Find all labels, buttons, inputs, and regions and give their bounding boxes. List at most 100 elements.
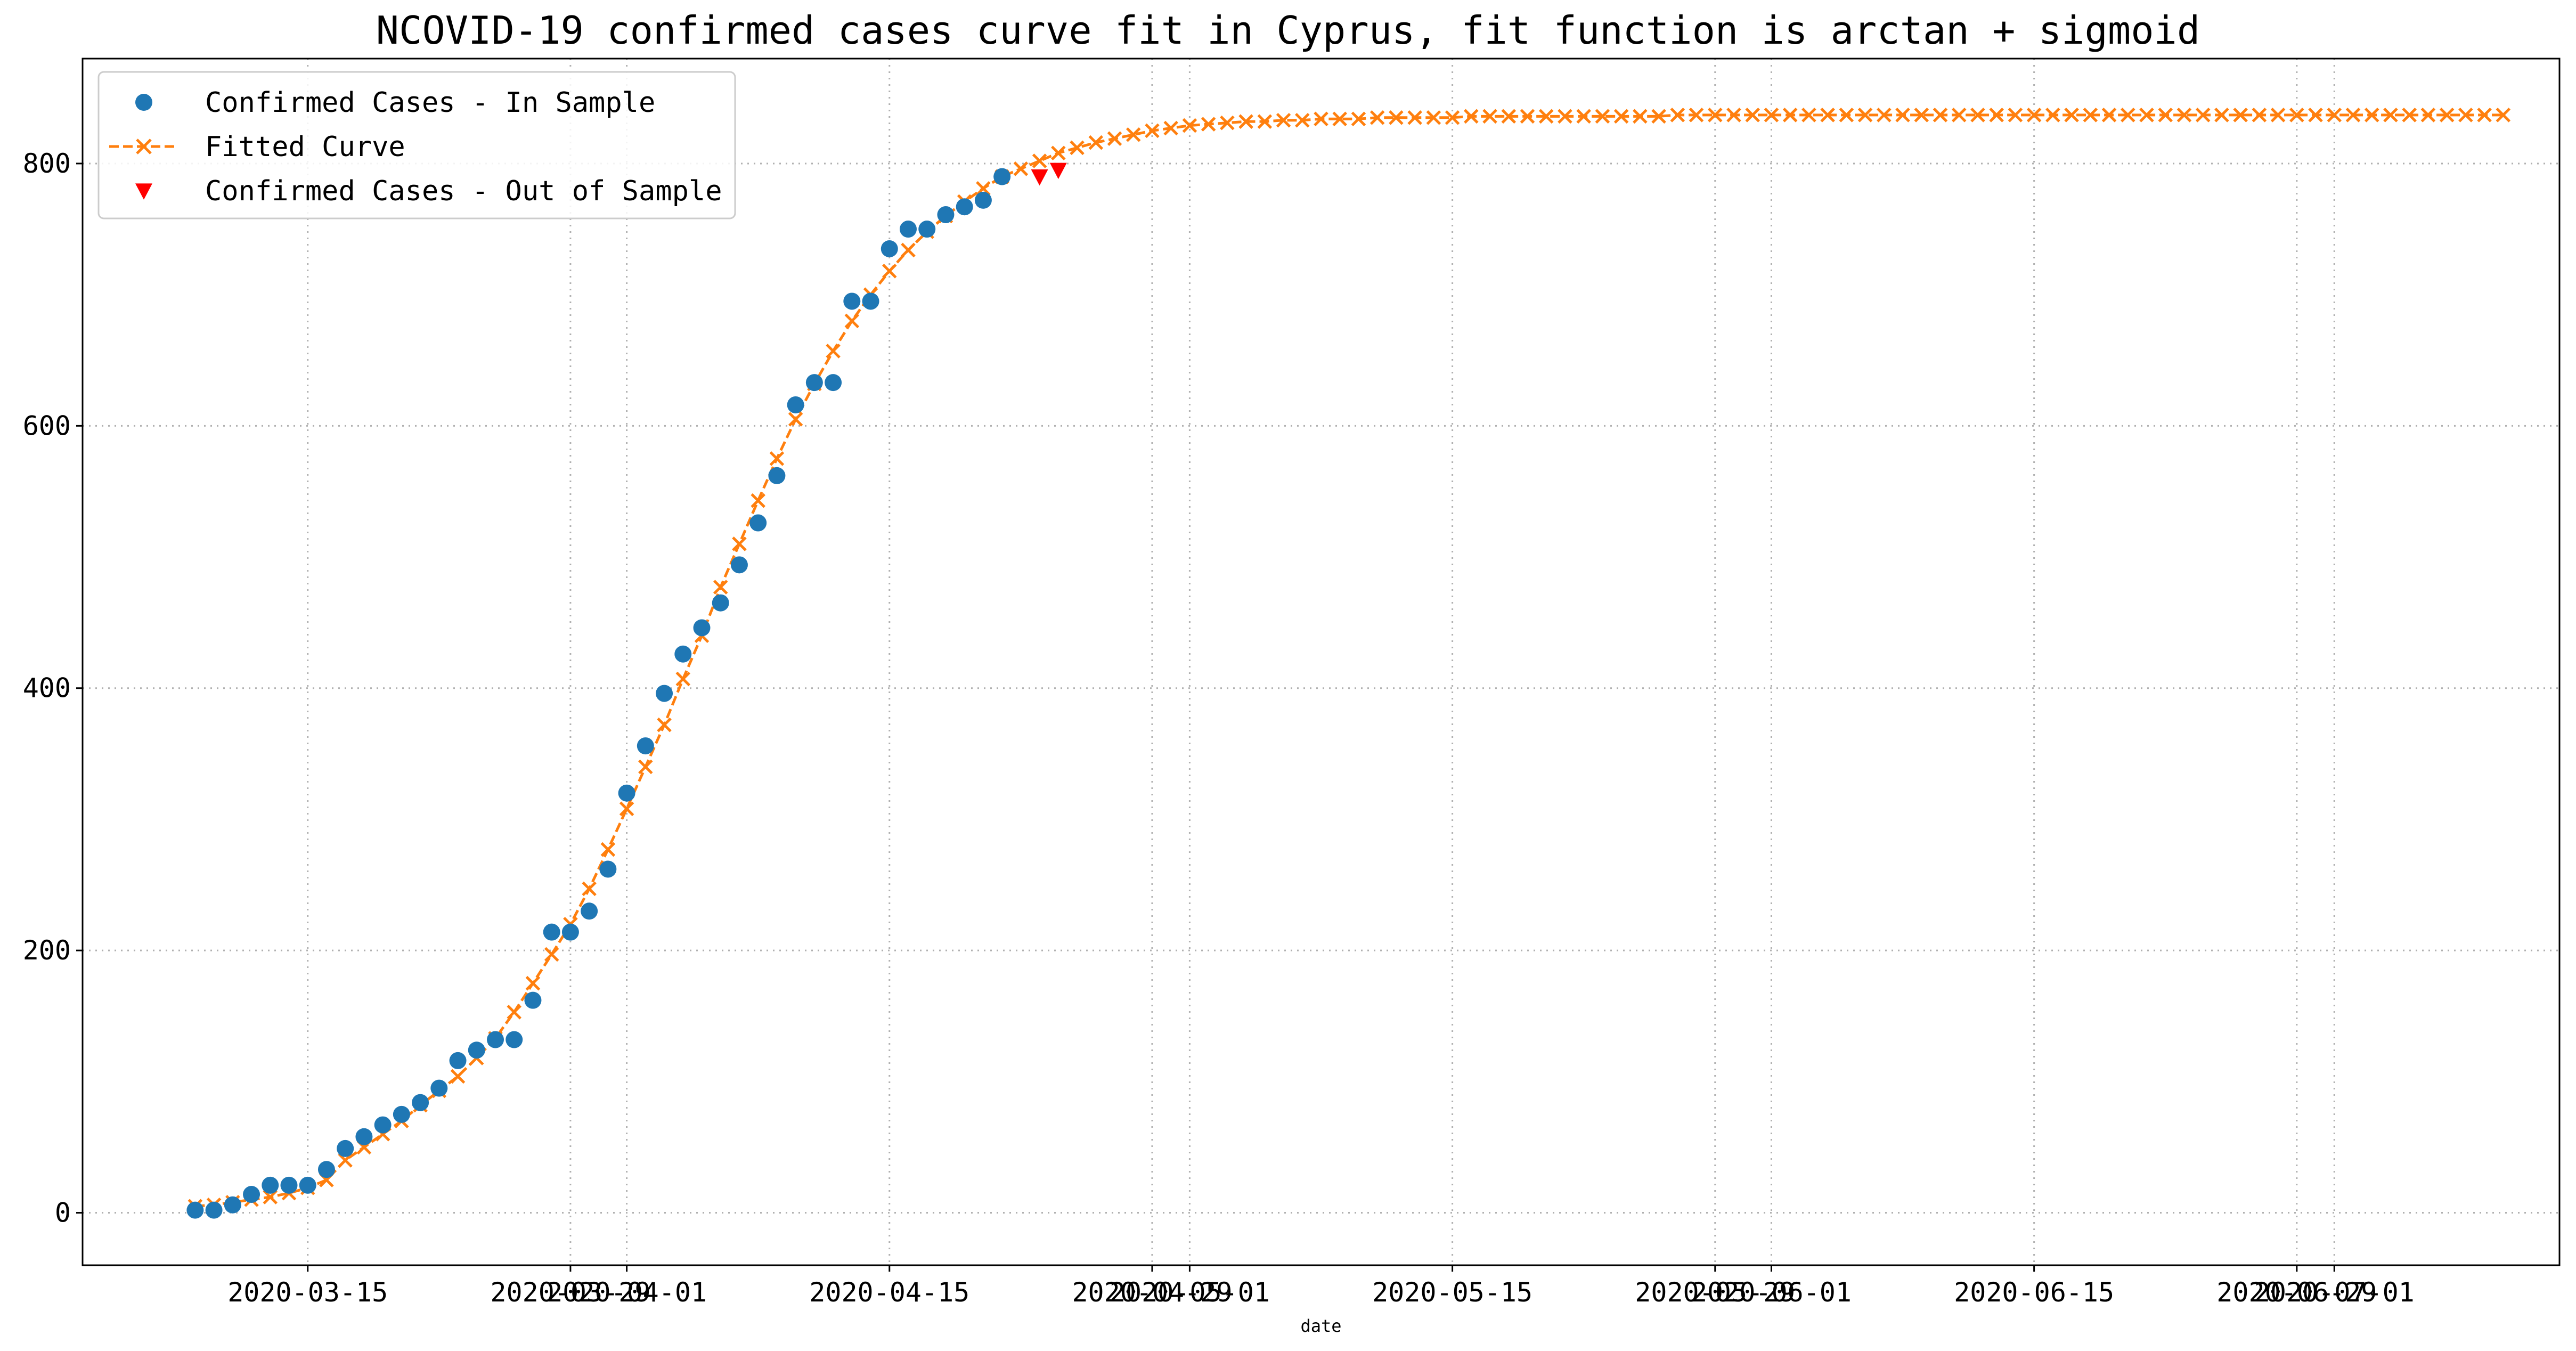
data-point bbox=[543, 923, 560, 941]
fit-point bbox=[1201, 117, 1216, 132]
fit-point bbox=[2101, 108, 2117, 123]
plot-area-frame bbox=[81, 58, 2561, 1266]
y-tick-label: 600 bbox=[23, 410, 71, 441]
fit-point bbox=[2289, 108, 2304, 123]
fit-point bbox=[901, 242, 916, 258]
legend-box bbox=[97, 71, 736, 219]
fit-point bbox=[1576, 109, 1591, 124]
fit-point bbox=[1538, 109, 1554, 124]
fit-point bbox=[1857, 108, 1873, 123]
fit-point bbox=[507, 1005, 521, 1020]
fit-point bbox=[1520, 109, 1535, 124]
fit-point bbox=[2327, 108, 2342, 123]
data-point bbox=[299, 1176, 316, 1194]
data-point bbox=[693, 619, 711, 637]
fit-point bbox=[2008, 108, 2023, 123]
fit-point bbox=[1613, 109, 1629, 124]
legend: Confirmed Cases - In Sample Fitted Curve C… bbox=[97, 71, 736, 219]
fit-point bbox=[136, 139, 152, 154]
series-in-sample bbox=[186, 168, 1011, 1219]
data-point bbox=[280, 1176, 298, 1194]
fit-point bbox=[544, 947, 559, 962]
legend-label: Confirmed Cases - In Sample bbox=[205, 87, 655, 119]
fit-point bbox=[2083, 108, 2098, 123]
data-point bbox=[993, 168, 1011, 185]
data-point bbox=[524, 991, 542, 1009]
fit-point bbox=[2139, 108, 2154, 123]
fit-point bbox=[2195, 108, 2211, 123]
x-tick-label: 2020-05-01 bbox=[1110, 1277, 1270, 1308]
fit-point bbox=[2176, 108, 2192, 123]
y-tick-label: 400 bbox=[23, 673, 71, 704]
fit-point bbox=[2345, 108, 2361, 123]
fit-point bbox=[1877, 108, 1892, 123]
fit-point bbox=[1238, 114, 1253, 129]
fit-point bbox=[1689, 108, 1704, 123]
fit-point bbox=[619, 801, 634, 817]
legend-symbol-in-sample bbox=[135, 94, 152, 111]
data-point bbox=[135, 94, 152, 111]
fit-point bbox=[1933, 108, 1948, 123]
data-point bbox=[918, 221, 936, 238]
data-point bbox=[937, 206, 955, 223]
fit-point bbox=[713, 580, 728, 595]
fit-point bbox=[1651, 109, 1666, 124]
fit-point bbox=[1445, 110, 1460, 125]
data-point bbox=[487, 1031, 504, 1048]
fit-point bbox=[1482, 109, 1497, 124]
fit-point bbox=[1163, 120, 1178, 136]
data-point bbox=[862, 292, 879, 310]
x-tick-label: 2020-07-01 bbox=[2254, 1277, 2415, 1308]
fit-point bbox=[1332, 111, 1347, 127]
fit-point bbox=[2308, 108, 2323, 123]
fit-point bbox=[1633, 109, 1648, 124]
data-point bbox=[412, 1094, 429, 1111]
x-tick-label: 2020-04-29 bbox=[1072, 1277, 1232, 1308]
fit-point bbox=[1501, 109, 1517, 124]
fit-point bbox=[2402, 108, 2417, 123]
data-point bbox=[205, 1201, 223, 1219]
data-point bbox=[618, 784, 635, 802]
legend-label: Fitted Curve bbox=[205, 131, 405, 163]
data-point bbox=[730, 556, 748, 574]
fit-point bbox=[1914, 108, 1929, 123]
fit-point bbox=[1839, 108, 1854, 123]
fit-point bbox=[751, 493, 765, 508]
x-tick-label: 2020-05-15 bbox=[1372, 1277, 1532, 1308]
data-point bbox=[881, 240, 898, 257]
fit-point bbox=[2383, 108, 2398, 123]
fit-point bbox=[1951, 108, 1967, 123]
fit-point bbox=[1558, 109, 1572, 124]
data-point bbox=[186, 1201, 204, 1219]
data-point bbox=[337, 1140, 354, 1157]
fit-point bbox=[2158, 108, 2173, 123]
fit-point bbox=[657, 717, 672, 733]
fit-point bbox=[263, 1190, 278, 1204]
data-point bbox=[768, 467, 786, 484]
fit-point bbox=[1801, 108, 1816, 123]
fit-point bbox=[1595, 109, 1610, 124]
data-point bbox=[561, 923, 579, 941]
fit-point bbox=[2270, 108, 2286, 123]
fit-point bbox=[1389, 110, 1404, 125]
fit-point bbox=[1126, 127, 1141, 142]
x-tick-label: 2020-03-15 bbox=[227, 1277, 388, 1308]
y-tick-label: 200 bbox=[23, 935, 71, 966]
data-point bbox=[317, 1161, 335, 1178]
fit-point bbox=[1314, 111, 1328, 127]
fit-point bbox=[2026, 108, 2042, 123]
fit-point bbox=[1369, 110, 1385, 125]
x-tick-label: 2020-03-29 bbox=[490, 1277, 650, 1308]
fit-point bbox=[1782, 108, 1798, 123]
fit-point bbox=[1895, 108, 1910, 123]
fit-point bbox=[2364, 108, 2379, 123]
fit-point bbox=[582, 881, 597, 897]
data-point bbox=[974, 191, 992, 209]
y-axis: 0 200 400 600 800 bbox=[23, 148, 83, 1228]
fit-point bbox=[788, 412, 803, 427]
data-point bbox=[749, 514, 767, 532]
data-point bbox=[374, 1116, 392, 1134]
fit-point bbox=[1464, 109, 1479, 124]
fit-point bbox=[826, 344, 841, 359]
